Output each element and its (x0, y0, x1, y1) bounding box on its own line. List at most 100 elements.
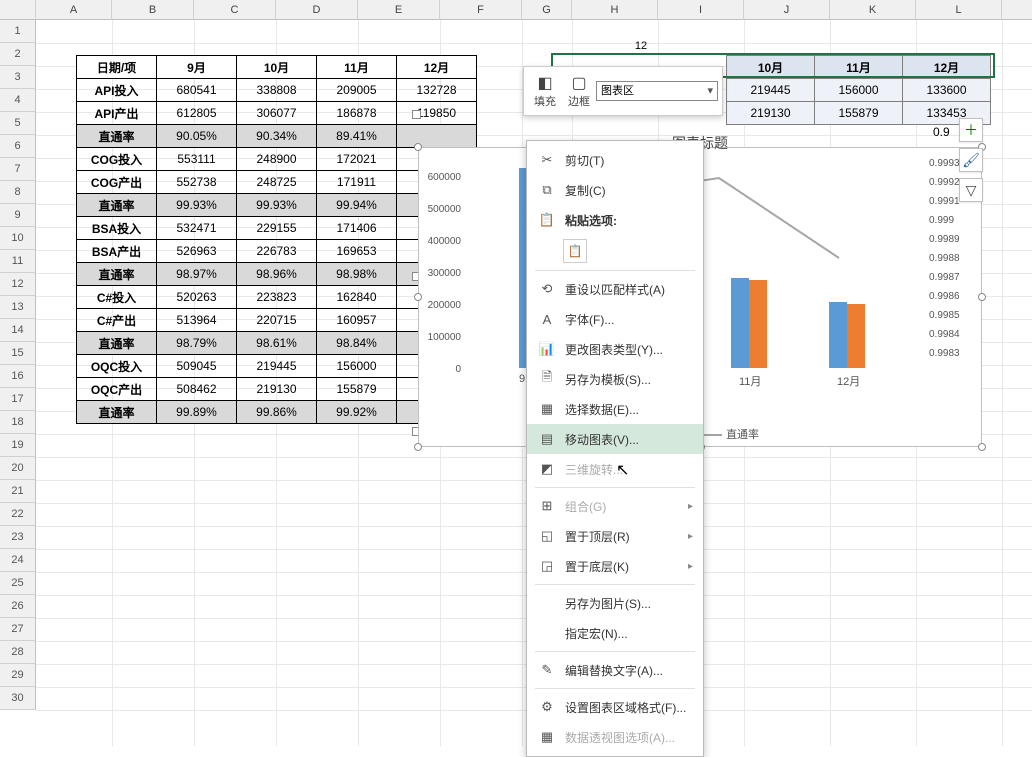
data-cell[interactable]: 169653 (317, 240, 397, 263)
data-cell[interactable]: 98.61% (237, 332, 317, 355)
row-header-30[interactable]: 30 (0, 687, 36, 710)
data-cell[interactable]: 229155 (237, 217, 317, 240)
data-cell[interactable]: 209005 (317, 79, 397, 102)
data-cell[interactable]: 526963 (157, 240, 237, 263)
data-cell[interactable]: 338808 (237, 79, 317, 102)
paste-option-button[interactable]: 📋 (563, 239, 587, 263)
data-cell[interactable]: 219445 (237, 355, 317, 378)
data-cell[interactable]: 513964 (157, 309, 237, 332)
row-header-10[interactable]: 10 (0, 227, 36, 250)
table-header[interactable]: 12月 (903, 56, 991, 79)
row-label[interactable]: BSA产出 (77, 240, 157, 263)
data-cell[interactable]: 680541 (157, 79, 237, 102)
row-label[interactable]: BSA投入 (77, 217, 157, 240)
menu-save-template[interactable]: 🗎另存为模板(S)... (527, 364, 703, 394)
table-header[interactable]: 日期/项 (77, 56, 157, 79)
row-header-13[interactable]: 13 (0, 296, 36, 319)
data-cell[interactable]: 162840 (317, 286, 397, 309)
menu-alt-text[interactable]: ✎编辑替换文字(A)... (527, 655, 703, 685)
col-header-J[interactable]: J (744, 0, 830, 20)
row-label[interactable]: 直通率 (77, 263, 157, 286)
row-label[interactable]: 直通率 (77, 194, 157, 217)
col-header-H[interactable]: H (572, 0, 658, 20)
row-label[interactable]: 直通率 (77, 401, 157, 424)
row-header-20[interactable]: 20 (0, 457, 36, 480)
data-cell[interactable]: 90.34% (237, 125, 317, 148)
table-header[interactable]: 12月 (397, 56, 477, 79)
menu-select-data[interactable]: ▦选择数据(E)... (527, 394, 703, 424)
row-header-4[interactable]: 4 (0, 89, 36, 112)
col-header-K[interactable]: K (830, 0, 916, 20)
row-label[interactable]: OQC投入 (77, 355, 157, 378)
chart-elements-button[interactable]: ＋ (959, 118, 983, 142)
row-header-5[interactable]: 5 (0, 112, 36, 135)
menu-font[interactable]: A字体(F)... (527, 304, 703, 334)
row-label[interactable]: API产出 (77, 102, 157, 125)
row-header-2[interactable]: 2 (0, 43, 36, 66)
data-cell[interactable]: 248725 (237, 171, 317, 194)
row-header-28[interactable]: 28 (0, 641, 36, 664)
menu-bring-front[interactable]: ◱置于顶层(R)▸ (527, 521, 703, 551)
data-cell[interactable]: 306077 (237, 102, 317, 125)
data-cell[interactable]: 89.41% (317, 125, 397, 148)
row-label[interactable]: OQC产出 (77, 378, 157, 401)
row-header-12[interactable]: 12 (0, 273, 36, 296)
data-cell[interactable]: 99.93% (237, 194, 317, 217)
data-cell[interactable]: 98.84% (317, 332, 397, 355)
row-header-29[interactable]: 29 (0, 664, 36, 687)
row-header-16[interactable]: 16 (0, 365, 36, 388)
data-cell[interactable]: 219130 (237, 378, 317, 401)
data-cell[interactable]: 133600 (903, 79, 991, 102)
data-cell[interactable]: 220715 (237, 309, 317, 332)
chart-handle[interactable] (978, 443, 986, 451)
col-header-D[interactable]: D (276, 0, 358, 20)
row-label[interactable]: COG投入 (77, 148, 157, 171)
menu-format-chart-area[interactable]: ⚙设置图表区域格式(F)... (527, 692, 703, 722)
table-header[interactable]: 10月 (727, 56, 815, 79)
data-cell[interactable]: 90.05% (157, 125, 237, 148)
chart-handle[interactable] (414, 293, 422, 301)
data-cell[interactable]: 98.96% (237, 263, 317, 286)
row-header-7[interactable]: 7 (0, 158, 36, 181)
col-header-I[interactable]: I (658, 0, 744, 20)
col-header-C[interactable]: C (194, 0, 276, 20)
data-cell[interactable]: 98.98% (317, 263, 397, 286)
row-header-22[interactable]: 22 (0, 503, 36, 526)
row-label[interactable]: C#产出 (77, 309, 157, 332)
menu-reset-style[interactable]: ⟲重设以匹配样式(A) (527, 274, 703, 304)
data-cell[interactable]: 99.86% (237, 401, 317, 424)
table-header[interactable]: 10月 (237, 56, 317, 79)
data-cell[interactable]: 99.89% (157, 401, 237, 424)
col-header-F[interactable]: F (440, 0, 522, 20)
data-cell[interactable]: 226783 (237, 240, 317, 263)
corner-cell[interactable] (0, 0, 36, 20)
row-label[interactable]: API投入 (77, 79, 157, 102)
menu-copy[interactable]: ⧉复制(C) (527, 175, 703, 205)
menu-cut[interactable]: ✂剪切(T) (527, 145, 703, 175)
data-cell[interactable]: 160957 (317, 309, 397, 332)
data-cell[interactable]: 99.93% (157, 194, 237, 217)
table-header[interactable]: 11月 (815, 56, 903, 79)
data-cell[interactable]: 219130 (727, 102, 815, 125)
row-header-17[interactable]: 17 (0, 388, 36, 411)
row-header-3[interactable]: 3 (0, 66, 36, 89)
row-header-14[interactable]: 14 (0, 319, 36, 342)
data-cell[interactable]: 99.94% (317, 194, 397, 217)
row-header-18[interactable]: 18 (0, 411, 36, 434)
data-cell[interactable]: 248900 (237, 148, 317, 171)
row-header-9[interactable]: 9 (0, 204, 36, 227)
data-cell[interactable]: 508462 (157, 378, 237, 401)
row-header-27[interactable]: 27 (0, 618, 36, 641)
row-header-26[interactable]: 26 (0, 595, 36, 618)
row-label[interactable]: 直通率 (77, 332, 157, 355)
menu-assign-macro[interactable]: 指定宏(N)... (527, 618, 703, 648)
data-cell[interactable]: 132728 (397, 79, 477, 102)
data-cell[interactable]: 532471 (157, 217, 237, 240)
col-header-E[interactable]: E (358, 0, 440, 20)
row-header-11[interactable]: 11 (0, 250, 36, 273)
menu-move-chart[interactable]: ▤移动图表(V)... (527, 424, 703, 454)
data-cell[interactable]: 155879 (317, 378, 397, 401)
row-header-6[interactable]: 6 (0, 135, 36, 158)
chart-handle[interactable] (414, 443, 422, 451)
col-header-B[interactable]: B (112, 0, 194, 20)
